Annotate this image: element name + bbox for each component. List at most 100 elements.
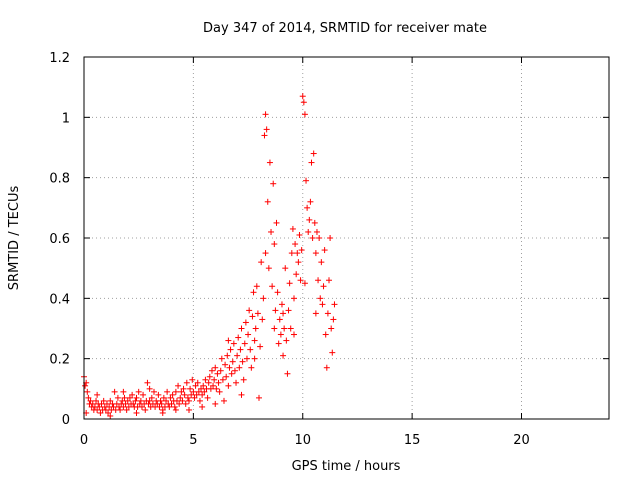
data-point bbox=[142, 406, 149, 413]
data-point bbox=[204, 394, 211, 401]
data-point bbox=[175, 382, 182, 389]
data-point bbox=[291, 331, 297, 338]
data-point bbox=[236, 364, 243, 371]
data-point bbox=[330, 316, 337, 323]
data-point bbox=[122, 400, 129, 407]
grid-lines bbox=[84, 57, 609, 419]
data-point bbox=[146, 385, 153, 392]
data-point bbox=[164, 388, 171, 395]
data-point bbox=[89, 400, 96, 407]
data-point bbox=[269, 283, 276, 290]
data-point bbox=[226, 364, 233, 371]
data-point bbox=[140, 391, 147, 398]
data-point bbox=[183, 379, 190, 386]
data-point bbox=[295, 259, 302, 266]
y-tick-label: 0.4 bbox=[49, 292, 70, 307]
data-point bbox=[320, 283, 327, 290]
data-point bbox=[199, 391, 206, 398]
data-point bbox=[329, 349, 336, 356]
data-point bbox=[192, 382, 199, 389]
data-point bbox=[294, 250, 301, 257]
data-point bbox=[235, 334, 242, 341]
data-point bbox=[182, 400, 189, 407]
data-point bbox=[224, 352, 231, 359]
x-tick-label: 0 bbox=[80, 433, 88, 448]
data-point bbox=[272, 307, 279, 314]
chart-title: Day 347 of 2014, SRMTID for receiver mat… bbox=[203, 21, 487, 36]
data-point bbox=[87, 397, 94, 404]
data-point bbox=[322, 331, 329, 338]
data-point bbox=[284, 370, 291, 377]
data-point bbox=[172, 406, 179, 413]
data-point bbox=[263, 126, 270, 133]
data-point bbox=[93, 397, 100, 404]
data-point bbox=[178, 388, 185, 395]
data-point bbox=[132, 397, 139, 404]
data-point bbox=[206, 373, 213, 380]
data-point bbox=[249, 313, 256, 320]
data-point bbox=[281, 325, 288, 332]
data-point bbox=[297, 277, 304, 284]
data-point bbox=[107, 412, 114, 419]
data-point bbox=[278, 301, 285, 308]
data-point bbox=[188, 391, 195, 398]
data-point bbox=[212, 400, 219, 407]
data-point bbox=[331, 301, 338, 308]
data-point bbox=[195, 388, 202, 395]
data-point bbox=[191, 394, 198, 401]
data-point bbox=[184, 394, 191, 401]
data-point bbox=[264, 198, 271, 205]
data-point bbox=[238, 325, 245, 332]
data-point bbox=[199, 403, 206, 410]
data-point bbox=[121, 394, 128, 401]
data-point bbox=[252, 325, 259, 332]
data-point bbox=[231, 367, 238, 374]
y-tick-label: 1.2 bbox=[49, 51, 70, 66]
y-tick-label: 0.8 bbox=[49, 172, 70, 187]
data-point bbox=[277, 331, 284, 338]
data-point bbox=[158, 400, 165, 407]
data-point bbox=[148, 394, 155, 401]
data-point bbox=[159, 409, 166, 416]
data-point bbox=[94, 391, 101, 398]
data-point bbox=[245, 331, 252, 338]
data-point bbox=[301, 111, 308, 118]
data-point bbox=[299, 93, 306, 100]
data-point bbox=[111, 388, 118, 395]
data-point bbox=[167, 394, 174, 401]
data-point bbox=[229, 358, 236, 365]
data-point bbox=[258, 259, 265, 266]
data-point bbox=[168, 400, 175, 407]
data-point bbox=[276, 316, 283, 323]
data-point bbox=[227, 346, 234, 353]
data-point bbox=[186, 397, 192, 404]
data-point bbox=[156, 403, 163, 410]
data-point bbox=[208, 367, 215, 374]
data-point bbox=[171, 403, 178, 410]
y-tick-label: 0.2 bbox=[49, 353, 70, 368]
data-point bbox=[96, 403, 103, 410]
data-point bbox=[230, 340, 237, 347]
data-point bbox=[286, 280, 293, 287]
data-point bbox=[256, 394, 262, 401]
data-point bbox=[254, 310, 261, 317]
data-point bbox=[169, 391, 176, 398]
data-point bbox=[323, 364, 330, 371]
x-tick-label: 5 bbox=[189, 433, 197, 448]
data-point bbox=[300, 99, 307, 106]
data-point bbox=[205, 379, 212, 386]
data-point bbox=[137, 397, 144, 404]
data-point bbox=[288, 250, 295, 257]
data-point bbox=[260, 295, 267, 302]
data-point bbox=[247, 346, 254, 353]
data-point bbox=[266, 159, 273, 166]
data-points bbox=[81, 93, 338, 419]
data-point bbox=[282, 265, 289, 272]
data-point bbox=[262, 250, 269, 257]
axis-ticks: 0 0.2 0.4 0.6 0.8 1 1.2 0 5 10 15 20 bbox=[49, 51, 609, 448]
data-point bbox=[138, 403, 145, 410]
data-point bbox=[324, 310, 331, 317]
data-point bbox=[271, 241, 278, 248]
y-tick-label: 1 bbox=[62, 111, 70, 126]
data-point bbox=[289, 225, 296, 232]
